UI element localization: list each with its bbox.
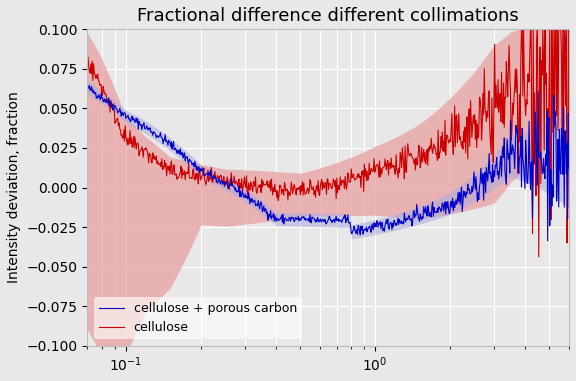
cellulose + porous carbon	[86, 83, 93, 88]
Line: cellulose + porous carbon: cellulose + porous carbon	[88, 85, 569, 241]
cellulose + porous carbon	[544, 239, 551, 243]
cellulose + porous carbon	[237, 189, 244, 193]
cellulose + porous carbon	[401, 211, 408, 215]
Legend: cellulose + porous carbon, cellulose: cellulose + porous carbon, cellulose	[93, 297, 302, 339]
cellulose	[566, 147, 573, 152]
cellulose + porous carbon	[221, 181, 228, 185]
cellulose	[518, 27, 525, 32]
cellulose	[519, 27, 526, 32]
cellulose	[202, 179, 209, 184]
cellulose	[219, 179, 226, 184]
cellulose	[400, 162, 407, 166]
cellulose	[84, 61, 91, 66]
cellulose + porous carbon	[566, 166, 573, 171]
cellulose + porous carbon	[84, 84, 91, 89]
Line: cellulose: cellulose	[88, 29, 569, 257]
Y-axis label: Intensity deviation, fraction: Intensity deviation, fraction	[7, 92, 21, 283]
cellulose	[236, 187, 243, 191]
cellulose + porous carbon	[519, 126, 526, 130]
cellulose + porous carbon	[202, 172, 209, 176]
cellulose	[535, 255, 542, 259]
cellulose + porous carbon	[460, 198, 467, 203]
cellulose	[458, 139, 465, 144]
Title: Fractional difference different collimations: Fractional difference different collimat…	[137, 7, 519, 25]
